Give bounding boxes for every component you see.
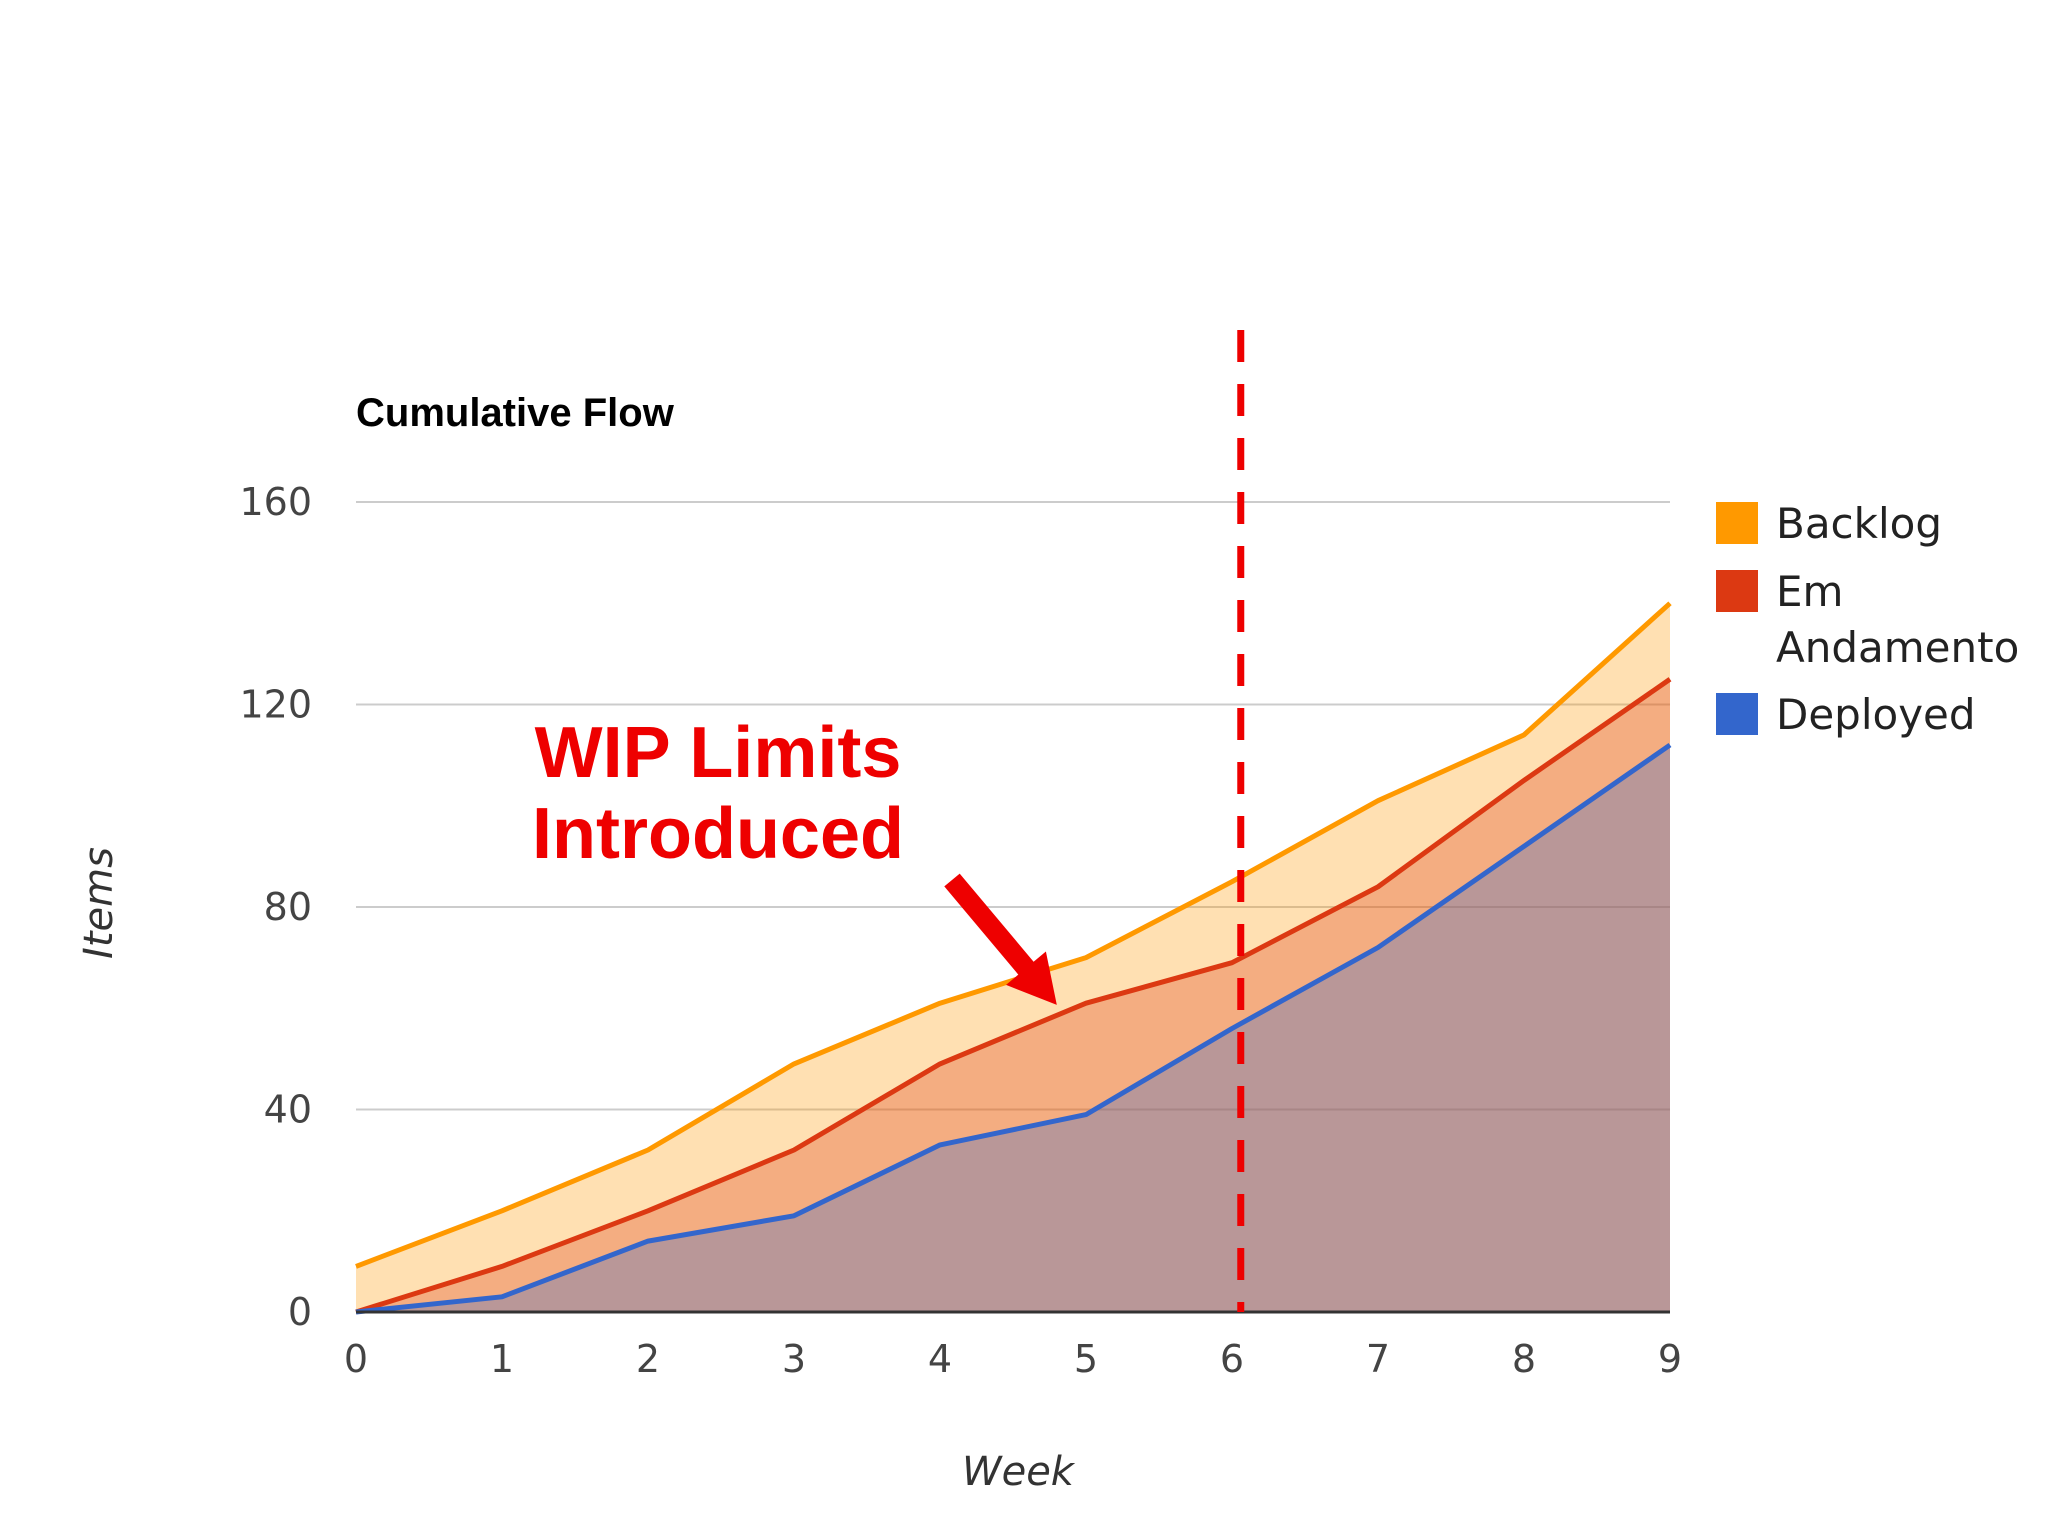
y-tick-label: 120 xyxy=(239,683,312,727)
y-tick-label: 40 xyxy=(264,1088,312,1132)
x-tick-labels: 0 1 2 3 4 5 6 7 8 9 xyxy=(344,1337,1682,1381)
legend-swatch-em-andamento xyxy=(1716,570,1758,612)
y-tick-labels: 0 40 80 120 160 xyxy=(239,480,312,1334)
x-tick-label: 5 xyxy=(1074,1337,1098,1381)
x-tick-label: 8 xyxy=(1512,1337,1536,1381)
y-tick-label: 80 xyxy=(264,885,312,929)
area-backlog xyxy=(356,603,1670,1312)
legend-swatch-deployed xyxy=(1716,693,1758,735)
legend-label-em-andamento: Em Andamento xyxy=(1776,567,2019,672)
x-tick-label: 9 xyxy=(1658,1337,1682,1381)
x-tick-label: 4 xyxy=(928,1337,952,1381)
legend-swatch-backlog xyxy=(1716,502,1758,544)
line-deployed xyxy=(355,742,1672,1315)
annotation-line-2: Introduced xyxy=(532,794,904,874)
x-axis-title: Week xyxy=(962,1449,1076,1495)
chart-title: Cumulative Flow xyxy=(356,391,675,435)
series-areas xyxy=(356,603,1670,1312)
y-axis-title: Items xyxy=(76,847,122,959)
x-tick-label: 2 xyxy=(636,1337,660,1381)
area-em-andamento xyxy=(356,679,1670,1312)
y-tick-label: 0 xyxy=(288,1290,312,1334)
x-tick-label: 0 xyxy=(344,1337,368,1381)
x-tick-label: 6 xyxy=(1220,1337,1244,1381)
gridlines xyxy=(356,501,1670,1111)
line-em-andamento xyxy=(355,677,1672,1315)
x-tick-label: 3 xyxy=(782,1337,806,1381)
legend: Backlog Em Andamento Deployed xyxy=(1716,499,2019,739)
annotation-line-1: WIP Limits xyxy=(535,713,902,793)
annotation-arrow xyxy=(944,873,1057,1005)
x-tick-label: 1 xyxy=(490,1337,514,1381)
area-deployed xyxy=(356,745,1670,1312)
legend-label-backlog: Backlog xyxy=(1776,499,1942,548)
y-tick-label: 160 xyxy=(239,480,312,524)
legend-label-deployed: Deployed xyxy=(1776,690,1976,739)
x-tick-label: 7 xyxy=(1366,1337,1390,1381)
